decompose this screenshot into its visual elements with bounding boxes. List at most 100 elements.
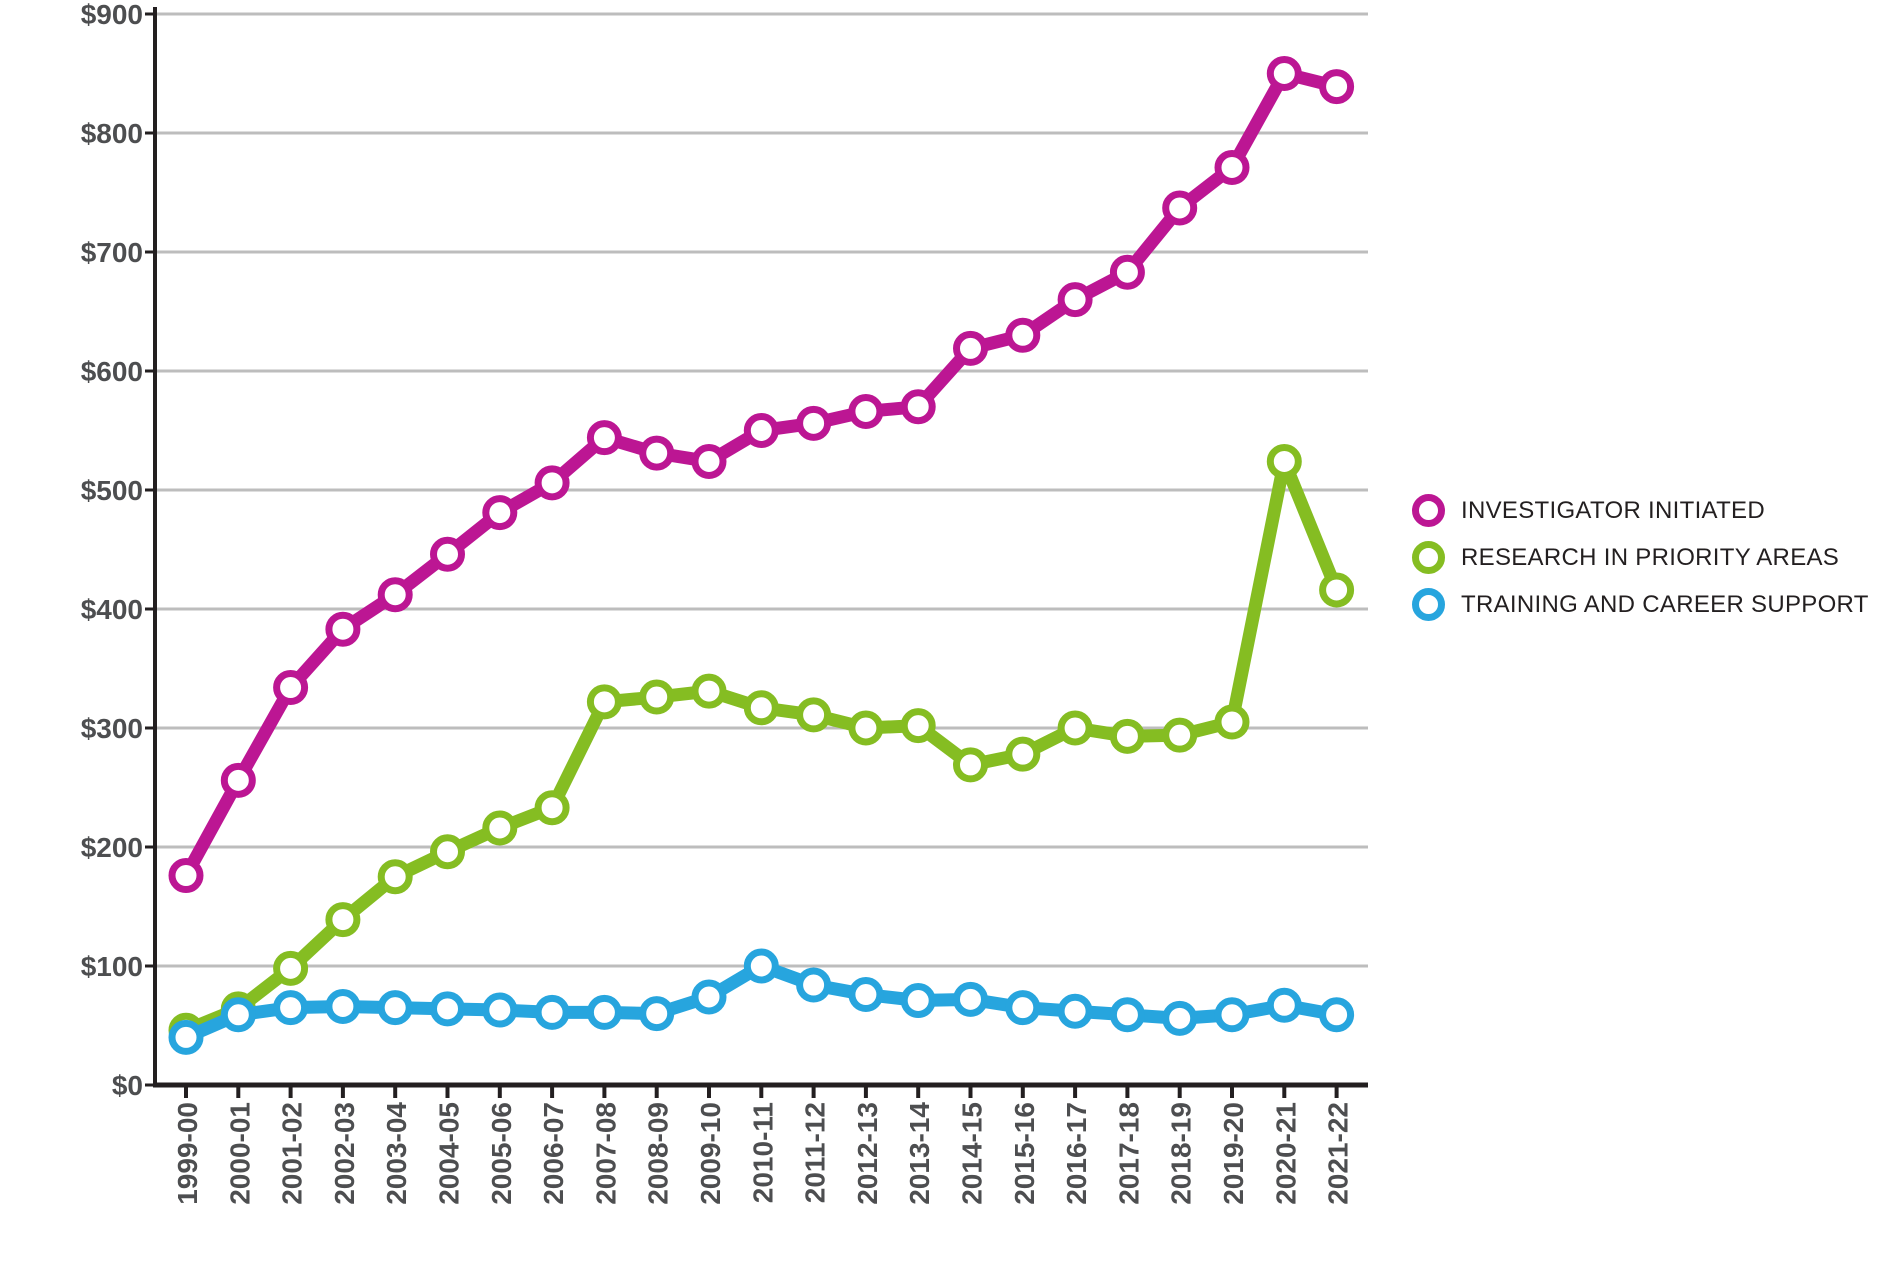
data-point-research-in-priority-areas [900, 708, 936, 744]
research-in-priority-areas-circle-icon [1412, 541, 1445, 574]
legend-item-training-and-career-support: TRAINING AND CAREER SUPPORT [1412, 581, 1869, 628]
investigator-initiated-circle-icon [1412, 494, 1445, 527]
data-point-research-in-priority-areas [325, 902, 361, 938]
y-axis-label: $600 [81, 356, 143, 387]
data-point-training-and-career-support [1005, 990, 1041, 1026]
x-axis-label: 2015-16 [1009, 1102, 1040, 1205]
data-point-research-in-priority-areas [586, 684, 622, 720]
y-axis-label: $300 [81, 713, 143, 744]
data-point-research-in-priority-areas [639, 679, 675, 715]
data-point-training-and-career-support [1319, 997, 1355, 1033]
y-axis-label: $800 [81, 118, 143, 149]
x-axis-label: 2013-14 [904, 1102, 935, 1205]
data-point-training-and-career-support [534, 994, 570, 1030]
data-point-investigator-initiated [325, 611, 361, 647]
data-point-training-and-career-support [691, 979, 727, 1015]
data-point-research-in-priority-areas [1005, 736, 1041, 772]
y-axis-label: $400 [81, 594, 143, 625]
data-point-research-in-priority-areas [1162, 717, 1198, 753]
x-axis-label: 2018-19 [1166, 1102, 1197, 1205]
legend-label-research-in-priority-areas: RESEARCH IN PRIORITY AREAS [1461, 543, 1840, 571]
data-point-research-in-priority-areas [482, 810, 518, 846]
data-point-investigator-initiated [639, 435, 675, 471]
data-point-investigator-initiated [848, 393, 884, 429]
data-point-investigator-initiated [1266, 56, 1302, 91]
data-point-training-and-career-support [273, 990, 309, 1026]
data-point-research-in-priority-areas [430, 834, 465, 870]
x-axis-label: 2020-21 [1270, 1102, 1301, 1205]
x-axis-label: 2014-15 [957, 1102, 988, 1205]
data-point-training-and-career-support [1214, 997, 1250, 1033]
data-point-investigator-initiated [1057, 282, 1093, 318]
data-point-investigator-initiated [1214, 150, 1250, 186]
data-point-training-and-career-support [900, 983, 936, 1019]
data-point-training-and-career-support [848, 977, 884, 1013]
data-point-investigator-initiated [534, 465, 570, 501]
x-axis-label: 2006-07 [538, 1102, 569, 1205]
data-point-training-and-career-support [377, 990, 413, 1026]
legend: INVESTIGATOR INITIATED RESEARCH IN PRIOR… [1412, 487, 1869, 628]
y-axis-label: $900 [81, 0, 143, 30]
data-point-investigator-initiated [1319, 69, 1355, 105]
data-point-training-and-career-support [1109, 997, 1145, 1033]
data-point-research-in-priority-areas [377, 859, 413, 895]
data-point-research-in-priority-areas [953, 747, 988, 783]
data-point-training-and-career-support [1266, 987, 1302, 1023]
training-and-career-support-circle-icon [1412, 588, 1445, 621]
data-point-training-and-career-support [168, 1019, 204, 1055]
data-point-investigator-initiated [796, 405, 832, 441]
data-point-training-and-career-support [430, 991, 465, 1027]
data-point-investigator-initiated [1109, 254, 1145, 290]
x-axis-label: 2003-04 [381, 1102, 412, 1205]
x-axis-label: 2019-20 [1218, 1102, 1249, 1205]
data-point-investigator-initiated [273, 670, 309, 706]
data-point-research-in-priority-areas [534, 790, 570, 826]
data-point-investigator-initiated [586, 420, 622, 456]
x-axis-label: 2008-09 [643, 1102, 674, 1205]
data-point-investigator-initiated [220, 762, 256, 798]
legend-item-research-in-priority-areas: RESEARCH IN PRIORITY AREAS [1412, 534, 1869, 581]
data-point-research-in-priority-areas [848, 710, 884, 746]
data-point-training-and-career-support [325, 988, 361, 1024]
data-point-research-in-priority-areas [691, 673, 727, 709]
data-point-research-in-priority-areas [743, 690, 779, 726]
data-point-research-in-priority-areas [796, 697, 832, 733]
x-axis-label: 2009-10 [695, 1102, 726, 1205]
y-axis-label: $500 [81, 475, 143, 506]
data-point-investigator-initiated [743, 413, 779, 448]
data-point-research-in-priority-areas [1266, 443, 1302, 479]
data-point-investigator-initiated [953, 330, 988, 366]
data-point-investigator-initiated [900, 389, 936, 425]
data-point-investigator-initiated [430, 536, 465, 572]
x-axis-label: 2016-17 [1061, 1102, 1092, 1205]
data-point-investigator-initiated [168, 858, 204, 894]
data-point-research-in-priority-areas [1319, 572, 1355, 608]
data-point-training-and-career-support [586, 994, 622, 1030]
data-point-investigator-initiated [691, 443, 727, 479]
data-point-research-in-priority-areas [1109, 718, 1145, 754]
x-axis-label: 2021-22 [1323, 1102, 1354, 1205]
legend-label-training-and-career-support: TRAINING AND CAREER SUPPORT [1461, 590, 1869, 618]
data-point-investigator-initiated [482, 495, 518, 531]
data-point-research-in-priority-areas [1057, 710, 1093, 746]
x-axis-label: 2001-02 [277, 1102, 308, 1205]
x-axis-label: 2007-08 [590, 1102, 621, 1205]
y-axis-label: $200 [81, 832, 143, 863]
x-axis-label: 2017-18 [1113, 1102, 1144, 1205]
data-point-training-and-career-support [639, 996, 675, 1032]
x-axis-label: 2010-11 [747, 1102, 778, 1203]
data-point-training-and-career-support [796, 967, 832, 1003]
data-point-training-and-career-support [1057, 993, 1093, 1029]
data-point-training-and-career-support [953, 981, 988, 1017]
y-axis-label: $0 [112, 1070, 143, 1101]
legend-item-investigator-initiated: INVESTIGATOR INITIATED [1412, 487, 1869, 534]
data-point-training-and-career-support [482, 992, 518, 1028]
data-point-research-in-priority-areas [1214, 704, 1250, 740]
data-point-investigator-initiated [377, 577, 413, 613]
x-axis-label: 2000-01 [224, 1102, 255, 1205]
series-line-research-in-priority-areas [183, 454, 1343, 1037]
y-axis-label: $100 [81, 951, 143, 982]
data-point-training-and-career-support [1162, 1000, 1198, 1036]
